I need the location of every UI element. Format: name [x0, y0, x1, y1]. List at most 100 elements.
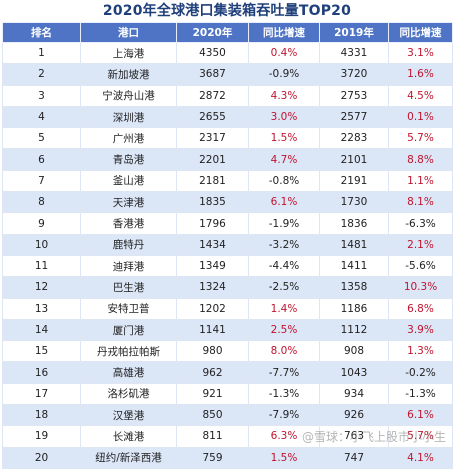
rank-cell: 4	[3, 106, 81, 127]
growth-2019-cell: 8.1%	[389, 192, 453, 213]
table-row: 8天津港18356.1%17308.1%	[3, 192, 453, 213]
value-2019-cell: 2577	[320, 106, 389, 127]
rank-cell: 14	[3, 319, 81, 340]
rank-cell: 2	[3, 64, 81, 85]
page: 2020年全球港口集装箱吞吐量TOP20 排名 港口 2020年 同比增速 20…	[0, 0, 454, 452]
growth-2020-cell: -0.8%	[249, 170, 320, 191]
value-2019-cell: 747	[320, 447, 389, 468]
value-2020-cell: 1434	[177, 234, 249, 255]
growth-2020-cell: 0.4%	[249, 43, 320, 64]
header-row: 排名 港口 2020年 同比增速 2019年 同比增速	[3, 23, 453, 43]
rank-cell: 3	[3, 85, 81, 106]
value-2020-cell: 1796	[177, 213, 249, 234]
header-growth-2020: 同比增速	[249, 23, 320, 43]
table-row: 13安特卫普12021.4%11866.8%	[3, 298, 453, 319]
table-header: 排名 港口 2020年 同比增速 2019年 同比增速	[3, 23, 453, 43]
port-cell: 迪拜港	[81, 255, 177, 276]
value-2020-cell: 2181	[177, 170, 249, 191]
rank-cell: 5	[3, 128, 81, 149]
port-cell: 香港港	[81, 213, 177, 234]
value-2019-cell: 1836	[320, 213, 389, 234]
growth-2019-cell: 4.1%	[389, 447, 453, 468]
value-2019-cell: 1186	[320, 298, 389, 319]
value-2020-cell: 962	[177, 362, 249, 383]
table-row: 2新加坡港3687-0.9%37201.6%	[3, 64, 453, 85]
growth-2020-cell: -2.5%	[249, 277, 320, 298]
growth-2019-cell: 0.1%	[389, 106, 453, 127]
growth-2019-cell: 6.1%	[389, 405, 453, 426]
value-2020-cell: 2317	[177, 128, 249, 149]
growth-2019-cell: 1.1%	[389, 170, 453, 191]
growth-2020-cell: 1.5%	[249, 128, 320, 149]
value-2020-cell: 3687	[177, 64, 249, 85]
growth-2020-cell: 1.5%	[249, 447, 320, 468]
value-2019-cell: 1112	[320, 319, 389, 340]
table-row: 20纽约/新泽西港7591.5%7474.1%	[3, 447, 453, 468]
growth-2020-cell: -0.9%	[249, 64, 320, 85]
rank-cell: 15	[3, 341, 81, 362]
value-2019-cell: 2283	[320, 128, 389, 149]
growth-2019-cell: 1.6%	[389, 64, 453, 85]
table-row: 18汉堡港850-7.9%9266.1%	[3, 405, 453, 426]
header-2020: 2020年	[177, 23, 249, 43]
value-2019-cell: 3720	[320, 64, 389, 85]
port-cell: 安特卫普	[81, 298, 177, 319]
port-cell: 长滩港	[81, 426, 177, 447]
growth-2020-cell: -4.4%	[249, 255, 320, 276]
port-cell: 广州港	[81, 128, 177, 149]
table-row: 6青岛港22014.7%21018.8%	[3, 149, 453, 170]
value-2020-cell: 2655	[177, 106, 249, 127]
value-2020-cell: 980	[177, 341, 249, 362]
port-cell: 釜山港	[81, 170, 177, 191]
rank-cell: 10	[3, 234, 81, 255]
value-2019-cell: 1043	[320, 362, 389, 383]
growth-2020-cell: -7.9%	[249, 405, 320, 426]
rank-cell: 7	[3, 170, 81, 191]
port-cell: 丹戎帕拉帕斯	[81, 341, 177, 362]
table-row: 14厦门港11412.5%11123.9%	[3, 319, 453, 340]
value-2020-cell: 1324	[177, 277, 249, 298]
rank-cell: 13	[3, 298, 81, 319]
table-body: 1上海港43500.4%43313.1%2新加坡港3687-0.9%37201.…	[3, 43, 453, 469]
growth-2020-cell: -1.9%	[249, 213, 320, 234]
rank-cell: 18	[3, 405, 81, 426]
port-cell: 新加坡港	[81, 64, 177, 85]
rank-cell: 20	[3, 447, 81, 468]
port-cell: 纽约/新泽西港	[81, 447, 177, 468]
table-row: 17洛杉矶港921-1.3%934-1.3%	[3, 383, 453, 404]
table-row: 11迪拜港1349-4.4%1411-5.6%	[3, 255, 453, 276]
rank-cell: 16	[3, 362, 81, 383]
port-cell: 鹿特丹	[81, 234, 177, 255]
rank-cell: 17	[3, 383, 81, 404]
value-2019-cell: 2753	[320, 85, 389, 106]
rank-cell: 1	[3, 43, 81, 64]
header-growth-2019: 同比增速	[389, 23, 453, 43]
table-title: 2020年全球港口集装箱吞吐量TOP20	[0, 0, 454, 22]
port-cell: 高雄港	[81, 362, 177, 383]
value-2020-cell: 1141	[177, 319, 249, 340]
growth-2020-cell: -7.7%	[249, 362, 320, 383]
growth-2020-cell: 2.5%	[249, 319, 320, 340]
rank-cell: 11	[3, 255, 81, 276]
value-2020-cell: 1202	[177, 298, 249, 319]
rank-cell: 19	[3, 426, 81, 447]
table-row: 10鹿特丹1434-3.2%14812.1%	[3, 234, 453, 255]
port-cell: 天津港	[81, 192, 177, 213]
rank-cell: 8	[3, 192, 81, 213]
value-2019-cell: 908	[320, 341, 389, 362]
value-2019-cell: 934	[320, 383, 389, 404]
value-2019-cell: 2191	[320, 170, 389, 191]
port-cell: 宁波舟山港	[81, 85, 177, 106]
growth-2019-cell: 3.9%	[389, 319, 453, 340]
table-row: 15丹戎帕拉帕斯9808.0%9081.3%	[3, 341, 453, 362]
value-2019-cell: 1730	[320, 192, 389, 213]
growth-2019-cell: 8.8%	[389, 149, 453, 170]
table-row: 3宁波舟山港28724.3%27534.5%	[3, 85, 453, 106]
rank-cell: 12	[3, 277, 81, 298]
value-2020-cell: 1349	[177, 255, 249, 276]
header-rank: 排名	[3, 23, 81, 43]
table-row: 12巴生港1324-2.5%135810.3%	[3, 277, 453, 298]
value-2019-cell: 1358	[320, 277, 389, 298]
growth-2019-cell: -5.6%	[389, 255, 453, 276]
table-row: 16高雄港962-7.7%1043-0.2%	[3, 362, 453, 383]
